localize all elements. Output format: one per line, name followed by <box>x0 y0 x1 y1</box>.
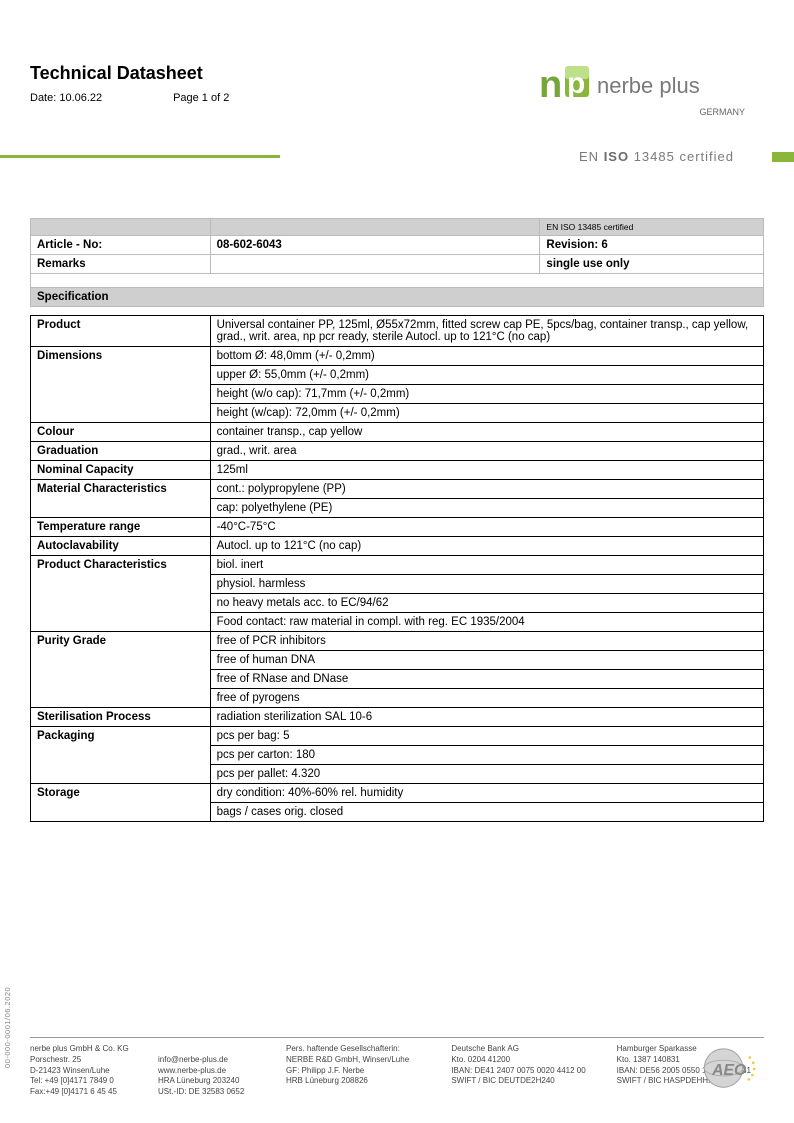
footer-col: info@nerbe-plus.dewww.nerbe-plus.deHRA L… <box>158 1044 268 1098</box>
spec-table: ProductUniversal container PP, 125ml, Ø5… <box>30 315 764 822</box>
spec-value: height (w/cap): 72,0mm (+/- 0,2mm) <box>210 404 763 423</box>
spec-value: dry condition: 40%-60% rel. humidity <box>210 784 763 803</box>
spec-label: Colour <box>31 423 211 442</box>
spec-label: Temperature range <box>31 518 211 537</box>
spec-label: Nominal Capacity <box>31 461 211 480</box>
brand-logo: n p nerbe plus GERMANY <box>539 63 749 117</box>
iso-bar-right <box>772 152 794 162</box>
spec-value: Autocl. up to 121°C (no cap) <box>210 537 763 556</box>
spec-row: Nominal Capacity125ml <box>31 461 764 480</box>
spec-label: Storage <box>31 784 211 822</box>
footer-columns: nerbe plus GmbH & Co. KGPorschestr. 25D-… <box>30 1044 764 1098</box>
svg-text:p: p <box>567 67 585 100</box>
article-label: Article - No: <box>31 236 211 255</box>
spec-value: upper Ø: 55,0mm (+/- 0,2mm) <box>210 366 763 385</box>
spec-value: cont.: polypropylene (PP) <box>210 480 763 499</box>
spec-label: Purity Grade <box>31 632 211 708</box>
page-number-label: Page 1 of 2 <box>173 92 229 104</box>
page: Technical Datasheet Date: 10.06.22 Page … <box>0 0 794 1123</box>
remarks-label: Remarks <box>31 255 211 274</box>
spec-row: Material Characteristicscont.: polypropy… <box>31 480 764 499</box>
spec-value: 125ml <box>210 461 763 480</box>
spec-label: Product Characteristics <box>31 556 211 632</box>
svg-text:n: n <box>539 64 562 106</box>
meta-table: EN ISO 13485 certified Article - No: 08-… <box>30 218 764 307</box>
spec-row: Dimensionsbottom Ø: 48,0mm (+/- 0,2mm) <box>31 347 764 366</box>
footer-col: nerbe plus GmbH & Co. KGPorschestr. 25D-… <box>30 1044 140 1098</box>
spec-label: Product <box>31 316 211 347</box>
revision-label: Revision: 6 <box>540 236 764 255</box>
iso-post: 13485 certified <box>629 149 734 164</box>
spec-label: Graduation <box>31 442 211 461</box>
spec-row: ProductUniversal container PP, 125ml, Ø5… <box>31 316 764 347</box>
aeo-badge-icon: AEO <box>699 1043 769 1093</box>
spec-value: cap: polyethylene (PE) <box>210 499 763 518</box>
side-code: 00-000-0001/06.2020 <box>3 987 12 1068</box>
date-label: Date: 10.06.22 <box>30 92 170 104</box>
footer: nerbe plus GmbH & Co. KGPorschestr. 25D-… <box>30 1033 764 1098</box>
spec-row: Sterilisation Processradiation steriliza… <box>31 708 764 727</box>
spec-value: -40°C-75°C <box>210 518 763 537</box>
footer-col: Pers. haftende Gesellschafterin:NERBE R&… <box>286 1044 433 1098</box>
spec-row: Temperature range-40°C-75°C <box>31 518 764 537</box>
spec-label: Material Characteristics <box>31 480 211 518</box>
spec-value: free of pyrogens <box>210 689 763 708</box>
spec-label: Dimensions <box>31 347 211 423</box>
spec-value: bottom Ø: 48,0mm (+/- 0,2mm) <box>210 347 763 366</box>
iso-pre: EN <box>579 149 604 164</box>
spec-row: AutoclavabilityAutocl. up to 121°C (no c… <box>31 537 764 556</box>
nerbe-plus-logo-icon: n p nerbe plus <box>539 63 749 109</box>
iso-bar-text: EN ISO 13485 certified <box>579 149 734 164</box>
spec-row: Purity Gradefree of PCR inhibitors <box>31 632 764 651</box>
spec-header: Specification <box>31 288 764 307</box>
spec-value: pcs per carton: 180 <box>210 746 763 765</box>
spec-value: Food contact: raw material in compl. wit… <box>210 613 763 632</box>
spec-value: free of human DNA <box>210 651 763 670</box>
spec-row: Packagingpcs per bag: 5 <box>31 727 764 746</box>
content: EN ISO 13485 certified Article - No: 08-… <box>30 218 764 822</box>
spec-label: Sterilisation Process <box>31 708 211 727</box>
spec-value: pcs per bag: 5 <box>210 727 763 746</box>
iso-bar-left <box>0 155 280 158</box>
footer-col: Deutsche Bank AGKto. 0204 41200IBAN: DE4… <box>451 1044 598 1098</box>
spec-row: Product Characteristicsbiol. inert <box>31 556 764 575</box>
spec-value: biol. inert <box>210 556 763 575</box>
spec-label: Autoclavability <box>31 537 211 556</box>
spec-value: free of RNase and DNase <box>210 670 763 689</box>
spec-row: Colourcontainer transp., cap yellow <box>31 423 764 442</box>
spec-value: container transp., cap yellow <box>210 423 763 442</box>
cert-note: EN ISO 13485 certified <box>540 219 764 236</box>
article-value: 08-602-6043 <box>210 236 540 255</box>
brand-text: nerbe plus <box>597 73 700 98</box>
spec-value: bags / cases orig. closed <box>210 803 763 822</box>
spec-value: physiol. harmless <box>210 575 763 594</box>
footer-divider <box>30 1037 764 1038</box>
svg-text:AEO: AEO <box>711 1062 746 1079</box>
spec-value: free of PCR inhibitors <box>210 632 763 651</box>
spec-label: Packaging <box>31 727 211 784</box>
iso-bold: ISO <box>604 149 629 164</box>
spec-value: grad., writ. area <box>210 442 763 461</box>
header: Technical Datasheet Date: 10.06.22 Page … <box>30 63 764 153</box>
spec-value: height (w/o cap): 71,7mm (+/- 0,2mm) <box>210 385 763 404</box>
spec-row: Storagedry condition: 40%-60% rel. humid… <box>31 784 764 803</box>
iso-bar: EN ISO 13485 certified <box>30 149 764 163</box>
spec-value: Universal container PP, 125ml, Ø55x72mm,… <box>210 316 763 347</box>
spec-row: Graduationgrad., writ. area <box>31 442 764 461</box>
spec-value: pcs per pallet: 4.320 <box>210 765 763 784</box>
spec-value: no heavy metals acc. to EC/94/62 <box>210 594 763 613</box>
brand-country: GERMANY <box>539 107 749 117</box>
spec-value: radiation sterilization SAL 10-6 <box>210 708 763 727</box>
remarks-value: single use only <box>540 255 764 274</box>
